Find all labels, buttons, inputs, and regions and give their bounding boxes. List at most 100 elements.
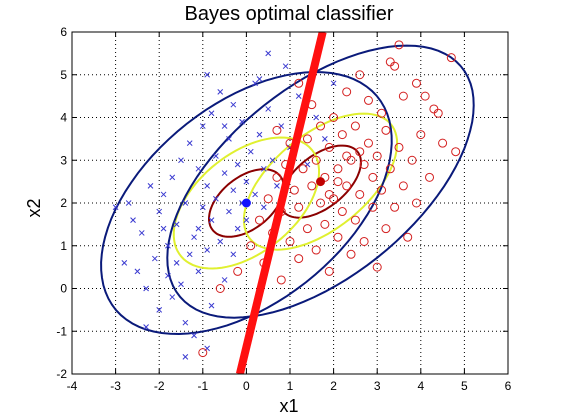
circle-marker-point xyxy=(359,160,369,170)
y-axis-label: x2 xyxy=(24,198,44,217)
x-tick-label: 6 xyxy=(505,379,512,393)
x-marker-point xyxy=(138,230,145,236)
x-marker-point xyxy=(269,157,276,164)
x-marker-point xyxy=(199,204,206,211)
circle-marker-point xyxy=(311,155,321,165)
x-tick-label: 3 xyxy=(374,379,381,393)
circle-marker-point xyxy=(233,266,243,276)
x-marker-point xyxy=(143,285,149,292)
circle-marker-point xyxy=(316,121,326,131)
circle-marker-point xyxy=(302,224,312,234)
circle-marker-point xyxy=(407,155,417,165)
y-tick-label: 6 xyxy=(60,25,67,39)
x-marker-point xyxy=(121,259,128,266)
x-marker-point xyxy=(186,140,193,147)
x-marker-point xyxy=(256,76,263,82)
x-marker-point xyxy=(195,225,202,232)
x-marker-point xyxy=(221,277,228,283)
x-tick-label: 2 xyxy=(330,379,337,393)
circle-marker-point xyxy=(324,189,334,199)
circle-marker-point xyxy=(324,142,334,152)
x-marker-point xyxy=(252,80,258,87)
circle-marker-point xyxy=(272,172,282,182)
x-marker-point xyxy=(195,165,202,172)
x-tick-label: 4 xyxy=(417,379,424,393)
grid xyxy=(72,32,508,374)
plot-area xyxy=(100,32,475,374)
x-marker-point xyxy=(256,131,263,138)
circle-marker-point xyxy=(377,108,387,118)
x-tick-label: 5 xyxy=(461,379,468,393)
x-tick-label: -2 xyxy=(154,379,165,393)
y-tick-label: 2 xyxy=(60,196,67,210)
ticks: -4 -3 -2 -1 0 1 2 3 4 5 6 -2 -1 0 1 2 3 4 5 6 xyxy=(56,25,511,393)
x-marker-point xyxy=(313,114,320,121)
x-marker-point xyxy=(165,242,171,249)
x-tick-label: 0 xyxy=(243,379,250,393)
x-marker-point xyxy=(178,281,184,288)
circle-marker-point xyxy=(394,40,404,50)
x-marker-point xyxy=(182,319,189,326)
circle-marker-point xyxy=(350,215,360,225)
circle-marker-point xyxy=(385,164,395,174)
circle-marker-point xyxy=(329,194,339,204)
x-marker-point xyxy=(226,136,232,142)
x-marker-point xyxy=(217,238,224,245)
contour-ellipse xyxy=(172,136,320,270)
circle-marker-point xyxy=(307,181,317,191)
x-marker-point xyxy=(252,191,258,198)
x-marker-point xyxy=(178,157,184,164)
circle-marker-point xyxy=(285,236,295,246)
x-tick-label: -3 xyxy=(110,379,121,393)
x-tick-label: -4 xyxy=(67,379,78,393)
x-marker-point xyxy=(125,200,132,206)
x-marker-point xyxy=(186,251,193,258)
circle-marker-point xyxy=(254,215,264,225)
y-tick-label: 0 xyxy=(60,282,67,296)
x-marker-point xyxy=(160,225,167,232)
circle-marker-point xyxy=(215,284,225,293)
x-marker-point xyxy=(330,80,337,87)
x-marker-point xyxy=(204,71,211,78)
circle-marker-point xyxy=(272,125,282,135)
x-marker-point xyxy=(221,170,228,176)
x-marker-point xyxy=(230,187,237,194)
x-marker-point xyxy=(169,294,176,300)
x-marker-point xyxy=(182,200,189,206)
contour-ellipse xyxy=(279,144,362,219)
circle-marker-point xyxy=(381,125,391,135)
circle-marker-point xyxy=(198,348,208,358)
circle-marker-point xyxy=(377,185,387,195)
circle-marker-point xyxy=(289,185,299,195)
x-marker-point xyxy=(243,217,250,223)
circle-marker-point xyxy=(342,87,352,97)
x-marker-point xyxy=(173,259,180,266)
circle-marker-point xyxy=(350,121,360,131)
circle-marker-point xyxy=(294,78,304,88)
x-marker-point xyxy=(204,183,211,189)
x-marker-point xyxy=(234,161,241,168)
x-marker-point xyxy=(204,247,211,253)
circle-marker-point xyxy=(451,147,461,157)
circle-marker-point xyxy=(425,172,435,182)
circle-marker-point xyxy=(311,245,321,255)
circle-marker-point xyxy=(276,275,286,285)
circle-marker-point xyxy=(368,202,378,212)
y-tick-label: 5 xyxy=(60,68,67,82)
x-marker-point xyxy=(282,63,289,70)
circle-marker-point xyxy=(263,194,273,204)
x-marker-point xyxy=(182,354,189,360)
circle-marker-point xyxy=(333,164,343,174)
x-marker-point xyxy=(265,50,272,57)
x-marker-point xyxy=(147,183,154,189)
class-means xyxy=(241,177,326,208)
x-marker-point xyxy=(239,118,245,125)
axes-frame xyxy=(71,31,509,375)
x-marker-point xyxy=(295,93,302,99)
circle-marker-point xyxy=(333,177,343,187)
x-marker-point xyxy=(208,110,215,117)
x-marker-point xyxy=(230,251,237,258)
circle-marker-point xyxy=(294,254,304,264)
x-marker-point xyxy=(173,221,180,228)
